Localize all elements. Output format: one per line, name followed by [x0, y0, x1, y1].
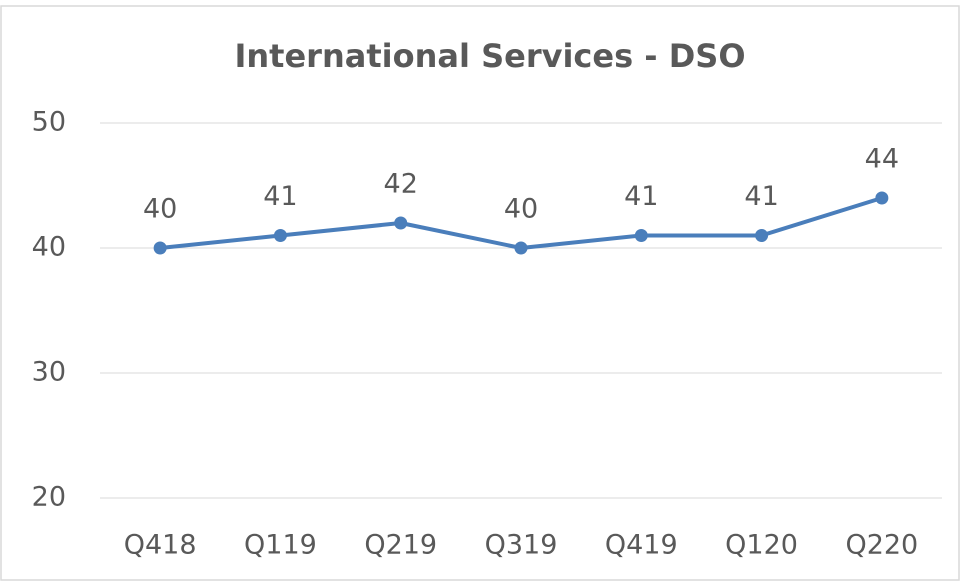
point [875, 191, 889, 205]
point [514, 241, 528, 255]
point [755, 229, 769, 242]
x-tick-label: Q220 [845, 530, 918, 561]
point [153, 241, 167, 255]
data-label: 41 [624, 181, 658, 212]
y-tick-label: 40 [32, 232, 66, 263]
x-tick-label: Q120 [725, 530, 798, 561]
x-tick-label: Q418 [124, 530, 197, 561]
x-tick-label: Q119 [244, 530, 317, 561]
data-label: 41 [744, 181, 778, 212]
data-label: 40 [143, 194, 177, 225]
y-tick-label: 30 [32, 357, 66, 388]
data-label: 44 [865, 144, 899, 175]
x-tick-label: Q319 [485, 530, 558, 561]
point [273, 229, 287, 242]
point [394, 216, 408, 230]
y-tick-label: 20 [32, 482, 66, 513]
point [634, 229, 648, 242]
y-tick-label: 50 [32, 107, 66, 138]
x-tick-label: Q219 [364, 530, 437, 561]
data-label: 41 [263, 181, 297, 212]
chart-frame [0, 5, 960, 581]
data-label: 40 [504, 194, 538, 225]
chart-title: International Services - DSO [234, 37, 745, 75]
x-tick-label: Q419 [605, 530, 678, 561]
data-label: 42 [384, 169, 418, 200]
